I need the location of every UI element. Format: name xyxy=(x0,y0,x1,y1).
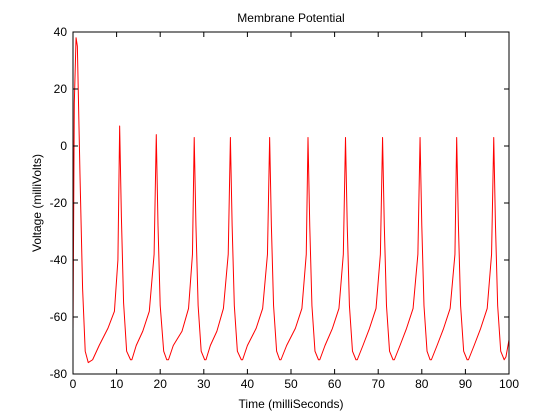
x-tick-label-0: 0 xyxy=(70,377,77,391)
ticks-layer: 0 10 20 30 40 50 60 70 80 90 100 -80 -60 -40 -20 0 20 40 xyxy=(50,25,520,391)
x-tick-label-2: 20 xyxy=(154,377,168,391)
y-tick-label-2: -40 xyxy=(50,253,68,267)
plot-area xyxy=(73,32,509,374)
y-tick-label-1: -60 xyxy=(50,310,68,324)
y-tick-label-0: -80 xyxy=(50,367,68,381)
x-tick-label-3: 30 xyxy=(197,377,211,391)
x-tick-label-6: 60 xyxy=(328,377,342,391)
x-tick-label-4: 40 xyxy=(241,377,255,391)
x-axis-label: Time (milliSeconds) xyxy=(239,397,344,411)
x-tick-label-7: 70 xyxy=(372,377,386,391)
x-tick-label-8: 80 xyxy=(415,377,429,391)
chart-title: Membrane Potential xyxy=(237,11,344,25)
series-line-0 xyxy=(72,37,510,364)
series-layer xyxy=(72,37,510,364)
y-tick-label-6: 40 xyxy=(54,25,68,39)
x-tick-label-10: 100 xyxy=(499,377,519,391)
y-tick-label-3: -20 xyxy=(50,196,68,210)
y-tick-label-4: 0 xyxy=(60,139,67,153)
y-axis-label: Voltage (milliVolts) xyxy=(30,154,44,252)
x-tick-label-1: 10 xyxy=(110,377,124,391)
y-tick-label-5: 20 xyxy=(54,82,68,96)
x-tick-label-5: 50 xyxy=(284,377,298,391)
x-tick-label-9: 90 xyxy=(459,377,473,391)
plot-frame xyxy=(72,31,510,375)
